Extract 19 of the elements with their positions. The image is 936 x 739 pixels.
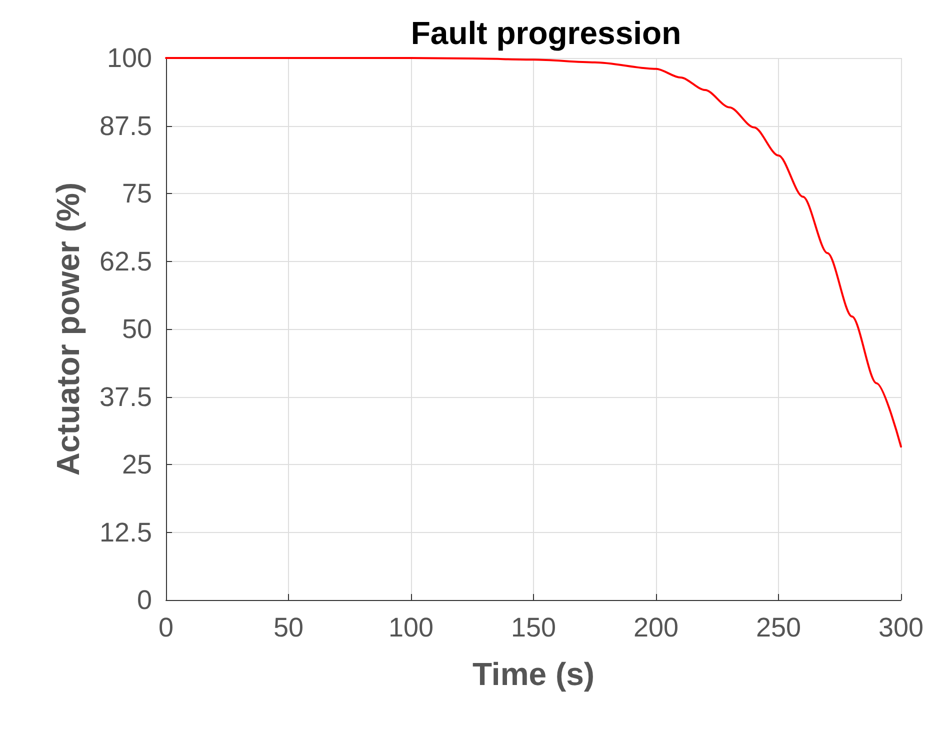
chart-title: Fault progression xyxy=(410,15,682,51)
x-tick-label: 0 xyxy=(158,612,174,642)
y-tick-label: 25 xyxy=(122,450,152,480)
y-tick-label: 87.5 xyxy=(99,110,152,141)
x-tick-label: 300 xyxy=(878,612,924,642)
x-tick-label: 50 xyxy=(273,612,304,642)
x-tick-label: 200 xyxy=(633,612,679,642)
y-tick-label: 75 xyxy=(122,178,152,208)
x-tick-label: 100 xyxy=(388,612,434,642)
x-tick-label: 150 xyxy=(510,612,556,642)
y-tick-label: 0 xyxy=(136,585,152,615)
y-tick-label: 62.5 xyxy=(99,246,152,276)
x-tick-label: 250 xyxy=(756,612,802,642)
y-tick-label: 37.5 xyxy=(99,382,152,412)
y-tick-label: 100 xyxy=(106,43,152,73)
x-axis-title: Time (s) xyxy=(472,656,595,692)
y-tick-label: 50 xyxy=(122,314,152,344)
y-tick-label: 12.5 xyxy=(99,517,152,548)
y-axis-title: Actuator power (%) xyxy=(50,182,86,476)
